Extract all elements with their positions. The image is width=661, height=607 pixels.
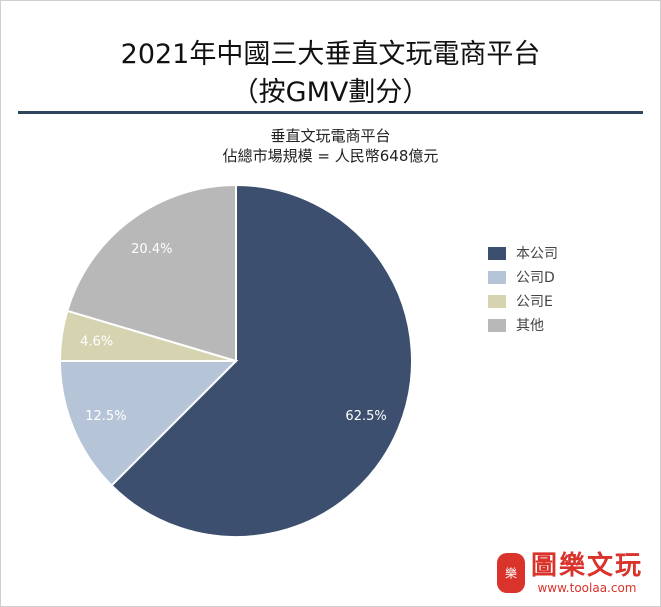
slice-label-3: 20.4% xyxy=(131,242,172,257)
slice-label-0: 62.5% xyxy=(345,409,386,424)
slice-label-1: 12.5% xyxy=(85,409,126,424)
legend-swatch-0 xyxy=(488,246,506,260)
slice-label-2: 4.6% xyxy=(80,335,113,350)
legend-label-2: 公司E xyxy=(516,294,553,310)
title-divider xyxy=(18,111,643,114)
pie-slice-3 xyxy=(66,183,237,363)
legend-swatch-3 xyxy=(488,318,506,332)
subtitle-line-1: 垂直文玩電商平台 xyxy=(270,127,391,145)
chart-title: 2021年中國三大垂直文玩電商平台 （按GMV劃分） xyxy=(0,36,661,112)
legend-item-3: 其他 xyxy=(488,313,558,337)
legend-item-1: 公司D xyxy=(488,265,558,289)
chart-subtitle: 垂直文玩電商平台 佔總市場規模 = 人民幣648億元 xyxy=(0,126,661,166)
legend-label-3: 其他 xyxy=(516,318,544,334)
watermark-url: www.toolaa.com xyxy=(537,581,637,595)
legend-label-1: 公司D xyxy=(516,270,555,286)
legend-swatch-1 xyxy=(488,270,506,284)
legend-label-0: 本公司 xyxy=(516,246,558,262)
legend-item-2: 公司E xyxy=(488,289,558,313)
legend-item-0: 本公司 xyxy=(488,241,558,265)
pie-slice-1 xyxy=(58,360,239,487)
watermark-seal: 樂 xyxy=(496,553,525,593)
legend-swatch-2 xyxy=(488,294,506,308)
subtitle-line-2: 佔總市場規模 = 人民幣648億元 xyxy=(222,147,439,165)
legend: 本公司公司D 公司E 其他 xyxy=(488,241,558,337)
pie-slice-0 xyxy=(110,183,413,538)
title-line-2: （按GMV劃分） xyxy=(231,77,430,108)
watermark: 樂 圖樂文玩 www.toolaa.com xyxy=(496,551,643,595)
title-line-1: 2021年中國三大垂直文玩電商平台 xyxy=(120,39,541,70)
watermark-brand: 圖樂文玩 xyxy=(530,551,643,581)
